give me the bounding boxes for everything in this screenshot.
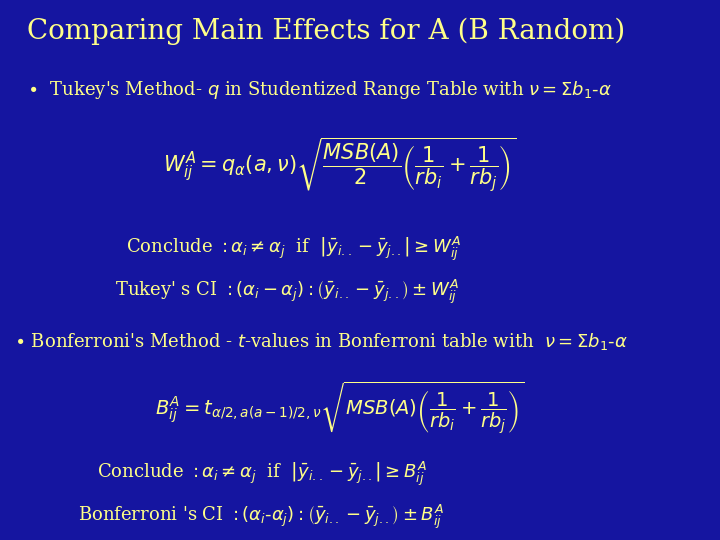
Text: $W^A_{ij} = q_{\alpha}(a,\nu)\sqrt{\dfrac{MSB(A)}{2}\left(\dfrac{1}{rb_i}+\dfrac: $W^A_{ij} = q_{\alpha}(a,\nu)\sqrt{\dfra…: [163, 136, 516, 194]
Text: Conclude $: \alpha_i \neq \alpha_j$  if  $\left|\bar{y}_{i..} - \bar{y}_{j..}\ri: Conclude $: \alpha_i \neq \alpha_j$ if $…: [96, 460, 426, 488]
Text: Conclude $:\alpha_i \neq \alpha_j$  if  $\left|\bar{y}_{i..} - \bar{y}_{j..}\rig: Conclude $:\alpha_i \neq \alpha_j$ if $\…: [126, 234, 462, 263]
Text: Bonferroni 's CI $:(\alpha_i\text{-}\alpha_j):\left(\bar{y}_{i..} - \bar{y}_{j..: Bonferroni 's CI $:(\alpha_i\text{-}\alp…: [78, 502, 445, 531]
Text: $B^A_{ij} = t_{\alpha/2,a(a-1)/2,\nu}\sqrt{MSB(A)\left(\dfrac{1}{rb_i}+\dfrac{1}: $B^A_{ij} = t_{\alpha/2,a(a-1)/2,\nu}\sq…: [155, 379, 524, 436]
Text: $\bullet$  Tukey's Method- $q$ in Studentized Range Table with $\nu = \Sigma b_1: $\bullet$ Tukey's Method- $q$ in Student…: [27, 79, 613, 101]
Text: Tukey' s CI $:(\alpha_i - \alpha_j):\left(\bar{y}_{i..} - \bar{y}_{j..}\right) \: Tukey' s CI $:(\alpha_i - \alpha_j):\lef…: [115, 278, 459, 306]
Text: Comparing Main Effects for A (B Random): Comparing Main Effects for A (B Random): [27, 17, 626, 45]
Text: $\bullet$ Bonferroni's Method - $t$-values in Bonferroni table with  $\nu = \Sig: $\bullet$ Bonferroni's Method - $t$-valu…: [14, 331, 629, 352]
